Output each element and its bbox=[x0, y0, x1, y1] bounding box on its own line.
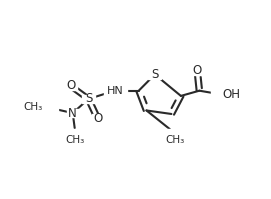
Bar bbox=[211, 89, 234, 100]
Text: OH: OH bbox=[222, 88, 240, 101]
Bar bbox=[82, 95, 95, 103]
Bar bbox=[104, 85, 127, 96]
Text: S: S bbox=[151, 68, 159, 81]
Bar bbox=[67, 109, 79, 117]
Text: N: N bbox=[68, 106, 77, 120]
Bar bbox=[60, 129, 91, 141]
Text: HN: HN bbox=[107, 86, 124, 96]
Text: S: S bbox=[85, 93, 92, 105]
Bar bbox=[191, 67, 203, 75]
Bar bbox=[149, 70, 161, 79]
Bar bbox=[64, 82, 77, 90]
Text: CH₃: CH₃ bbox=[24, 102, 43, 112]
Text: O: O bbox=[193, 64, 202, 77]
Text: O: O bbox=[93, 112, 102, 125]
Text: CH₃: CH₃ bbox=[66, 135, 85, 145]
Bar bbox=[159, 129, 191, 140]
Text: CH₃: CH₃ bbox=[166, 135, 185, 145]
Bar bbox=[92, 114, 104, 122]
Bar bbox=[27, 101, 59, 112]
Text: O: O bbox=[66, 79, 75, 93]
